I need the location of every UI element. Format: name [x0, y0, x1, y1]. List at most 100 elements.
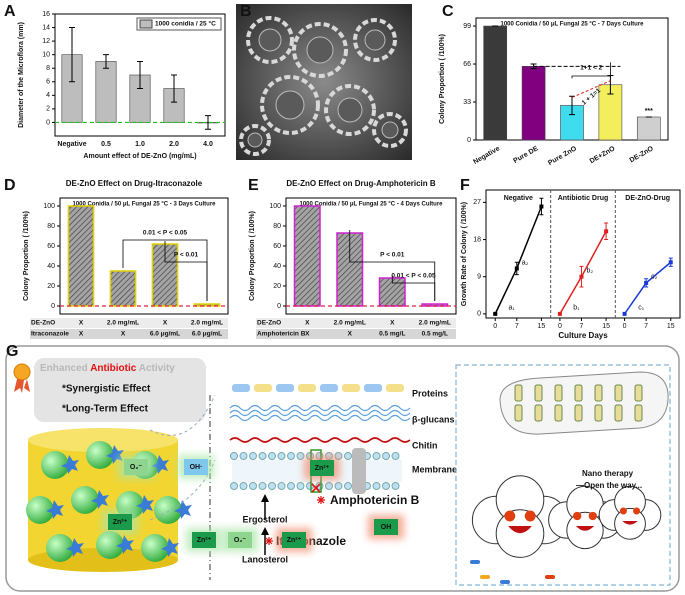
y-tick-label: 80 [47, 223, 55, 230]
legend-swatch [139, 19, 153, 29]
effect: *Long-Term Effect [62, 404, 149, 415]
plot-frame [59, 197, 229, 315]
error-bar [69, 27, 75, 83]
eye [619, 507, 627, 515]
table-row [30, 318, 228, 328]
nanoparticle [46, 534, 74, 562]
plot-frame [485, 189, 681, 319]
y-tick-label: 40 [47, 263, 55, 270]
bracket [391, 275, 436, 301]
nanorod [574, 384, 583, 402]
star [91, 490, 109, 509]
ion-label: O₂⁻ [234, 537, 247, 544]
table-cell: 0.5 mg/L [379, 331, 405, 338]
arrow-head [261, 494, 269, 502]
y-tick-label: 9 [477, 274, 481, 281]
lipid-head [296, 482, 305, 490]
star [46, 500, 64, 519]
lipid-head [344, 482, 352, 490]
table-cell: 6.0 μg/mL [192, 331, 222, 338]
y-tick-label: 66 [463, 61, 471, 68]
table-cell: 2.0 mg/mL [191, 320, 223, 327]
legend-box [136, 17, 222, 31]
x-tick-label: 2.0 [169, 141, 179, 148]
nanorod [594, 384, 603, 402]
table-cell: X [79, 320, 84, 327]
facet-title: Negative [504, 195, 533, 202]
zoom-line [149, 459, 216, 521]
nanorod [554, 384, 563, 402]
sem-particles [239, 16, 408, 156]
table-cell: X [121, 331, 126, 338]
x-axis-label: Culture Days [558, 331, 608, 340]
point [539, 204, 544, 209]
glucan [229, 409, 411, 417]
protein [364, 384, 382, 392]
error-bar [137, 60, 143, 90]
plot-frame [285, 197, 457, 315]
protein [386, 384, 404, 392]
sem-particle [275, 90, 305, 120]
zoom-line [149, 394, 216, 436]
panel-label: A [4, 3, 16, 20]
glucan [229, 414, 411, 422]
nanoparticle [86, 441, 114, 469]
table-row [256, 318, 456, 328]
lipid-head [296, 452, 305, 460]
nanoparticle [96, 531, 124, 559]
x-tick-label: 0.5 [101, 141, 111, 148]
facet-title: DE-ZnO-Drug [625, 195, 670, 202]
ion-label: Zn²⁺ [113, 519, 128, 526]
ion-label: OH [381, 524, 392, 531]
sem-particle [353, 18, 397, 62]
nanorod [614, 384, 623, 402]
x-tick-label: 4.0 [203, 141, 213, 148]
panel-label: F [460, 177, 470, 194]
ion-box [374, 519, 398, 535]
lipid-head [391, 482, 400, 490]
effect-box [34, 358, 206, 422]
mouth [575, 526, 595, 531]
pathway-label: Lanosterol [242, 554, 288, 564]
nanorod [614, 404, 623, 422]
table-row-label: Amphotericin B [257, 331, 306, 338]
point [514, 266, 519, 271]
nano-scene [470, 384, 662, 584]
chart-subtitle: 1000 Conidia / 50 μL Fungal 25 °C - 4 Da… [299, 202, 443, 208]
lipid-head [239, 482, 248, 490]
pathway-label: Ergosterol [242, 514, 287, 524]
eye [588, 511, 597, 521]
cylinder-top [28, 428, 178, 452]
sem-particle [246, 16, 294, 64]
panel-label: C [442, 3, 454, 20]
point [668, 260, 673, 265]
eye [633, 507, 641, 515]
star [151, 455, 169, 474]
x-tick-label: 0 [558, 323, 562, 330]
point [644, 280, 649, 285]
award-icon [13, 363, 31, 381]
star [174, 500, 192, 519]
bracket [164, 241, 208, 301]
x-tick-label: 7 [644, 323, 648, 330]
annotation: 1+1 < 2 [580, 65, 602, 72]
y-axis-label: Diameter of the Microflora (mm) [18, 22, 25, 128]
nanorod [634, 404, 643, 422]
annotation: *** [645, 108, 653, 115]
block-mark [311, 483, 321, 493]
lipid-head [287, 482, 295, 490]
lipid-head [249, 482, 257, 490]
facet-title: Antibiotic Drug [558, 195, 609, 202]
bar [109, 270, 137, 307]
drug-label: Amphotericin B [330, 493, 420, 507]
lipid-head [344, 452, 352, 460]
y-tick-label: 0 [467, 137, 471, 144]
pill [480, 575, 490, 579]
headline-part: Activity [136, 363, 175, 374]
ion-box [282, 532, 306, 548]
error-bar [171, 74, 177, 103]
y-tick-label: 6 [46, 79, 50, 86]
lipid-head [249, 452, 257, 460]
table-cell: X [305, 320, 310, 327]
protein [254, 384, 272, 392]
